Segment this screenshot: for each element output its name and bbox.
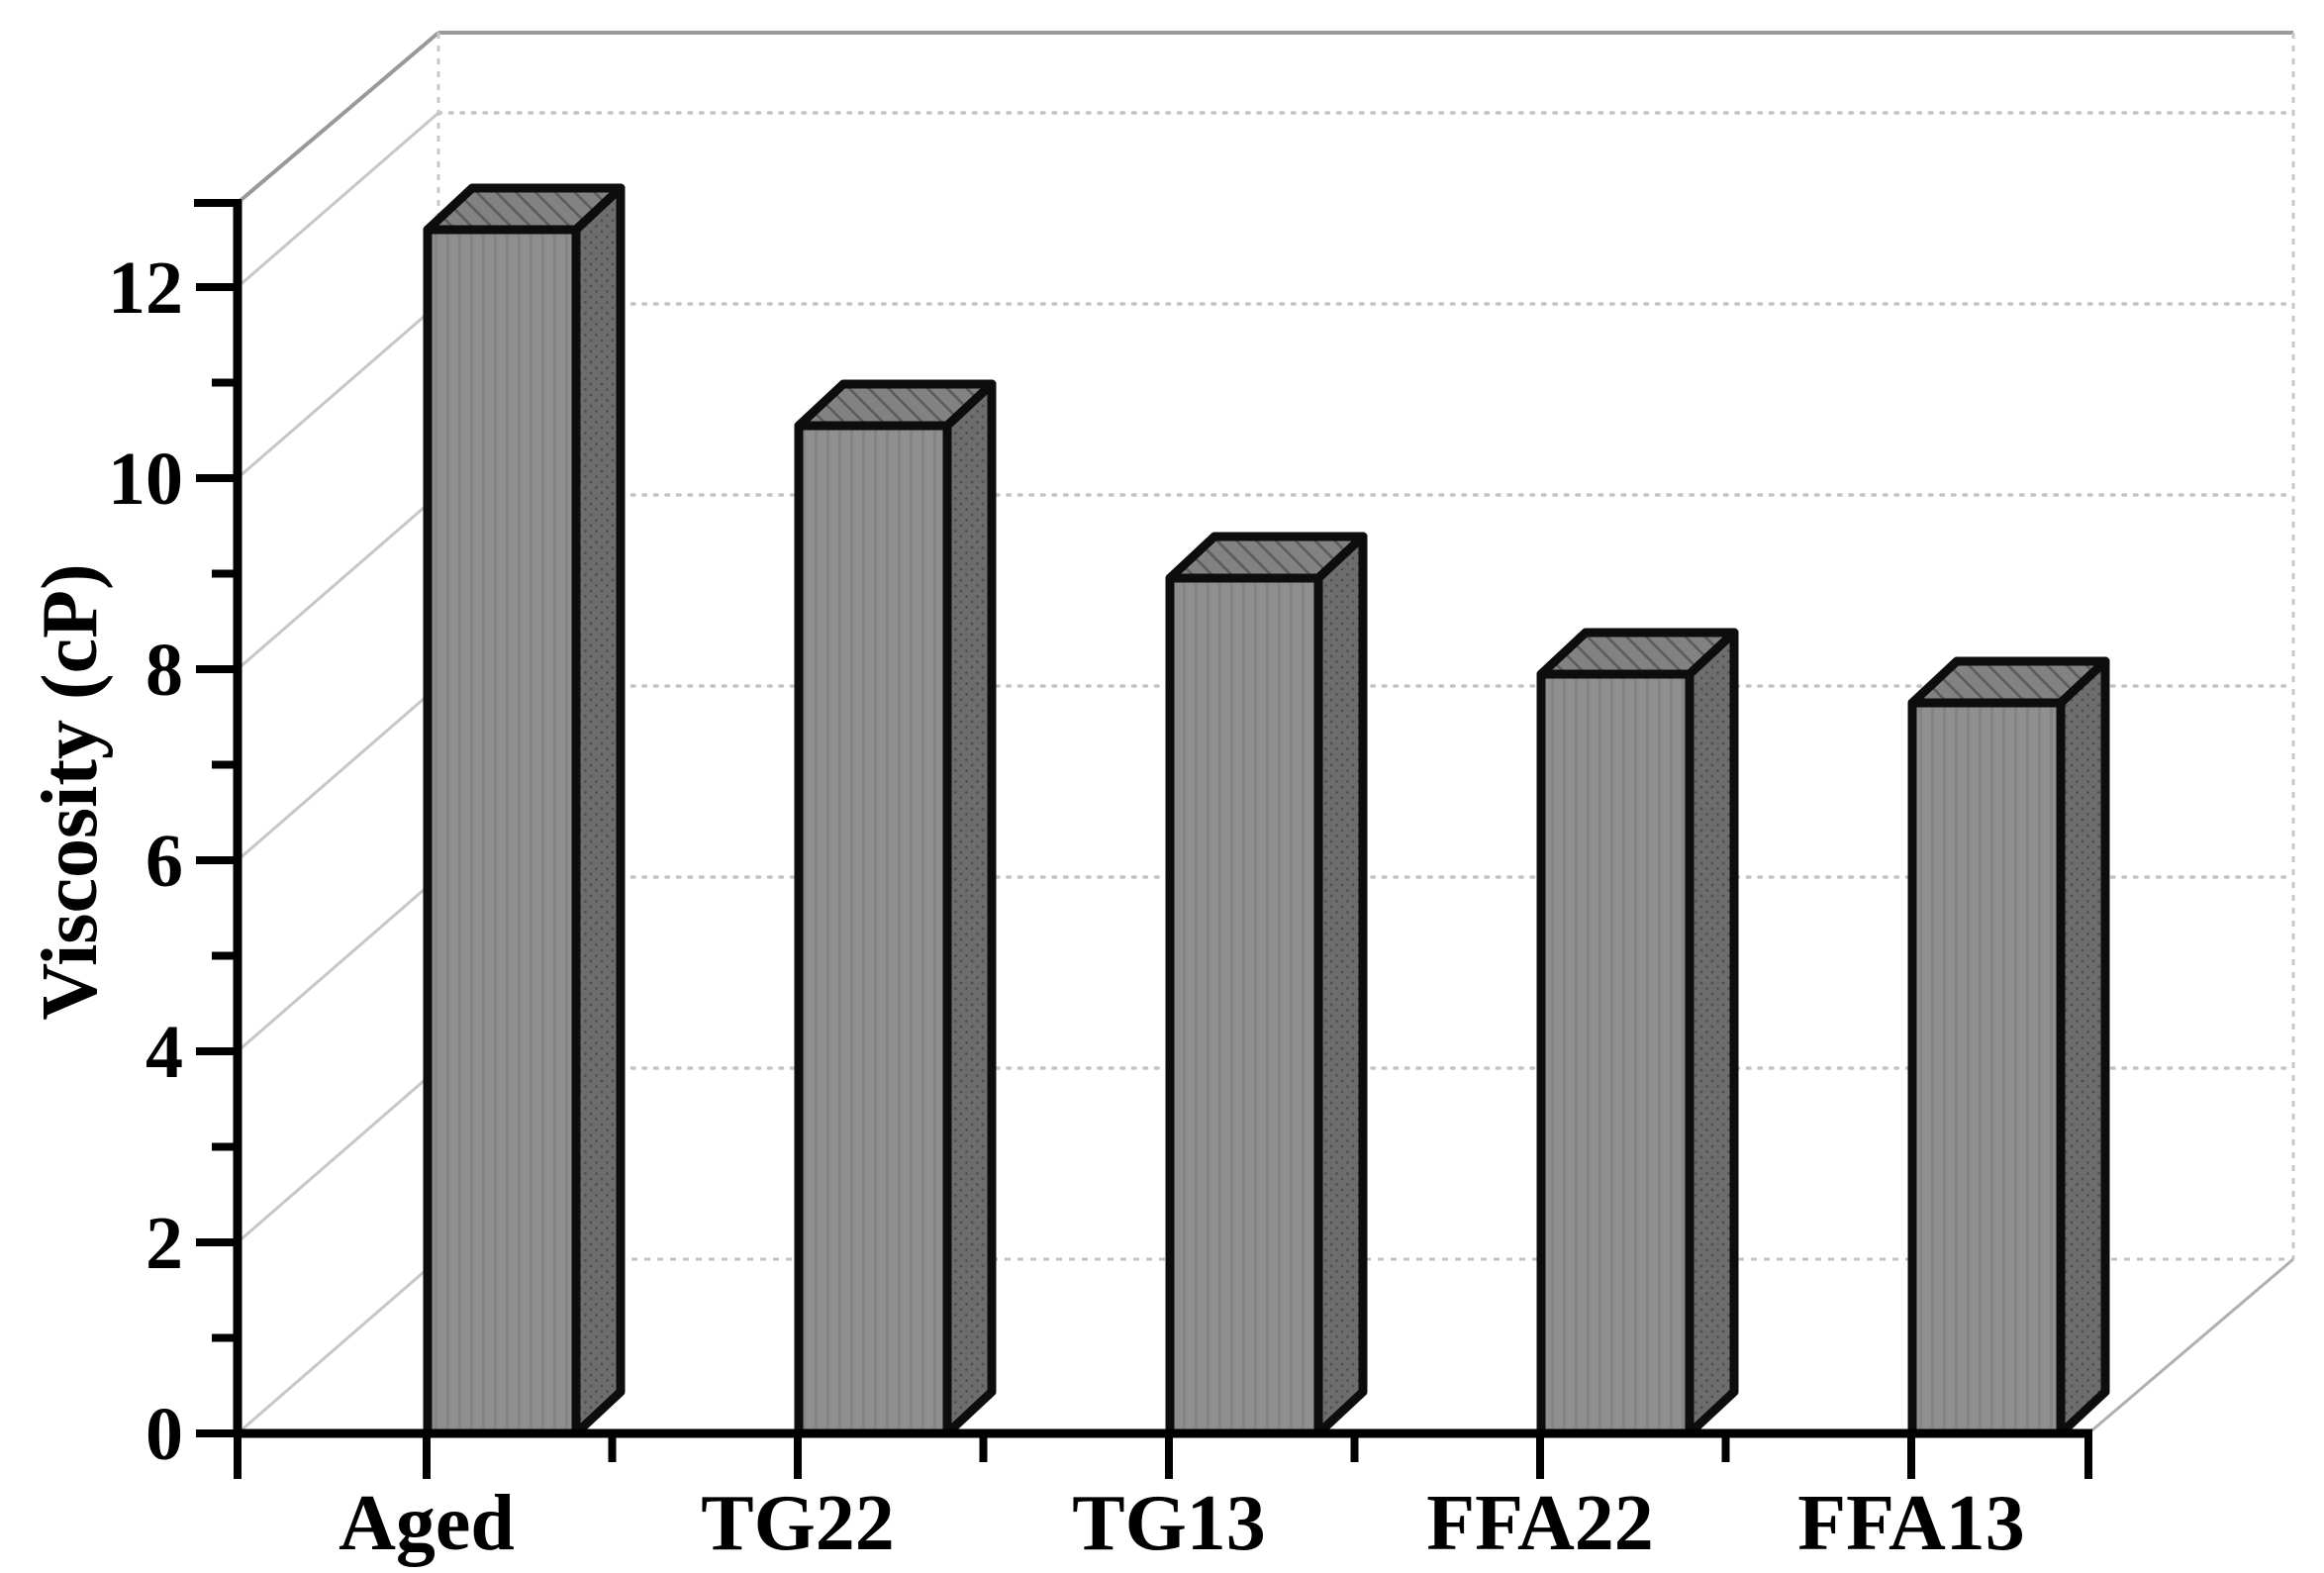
bar-side-face: [942, 379, 997, 1438]
x-category-label-Aged: Aged: [339, 1480, 515, 1567]
frame-top-left-diagonal: [236, 31, 440, 205]
bar-side-face: [1313, 532, 1368, 1438]
bar-front-face: [423, 225, 581, 1438]
x-category-label-FFA13: FFA13: [1797, 1480, 2025, 1567]
bar-TG13: [1165, 532, 1368, 1438]
floor-right-diagonal: [2087, 1257, 2294, 1435]
bar-front-face: [794, 421, 952, 1438]
axes-layer: [194, 199, 2092, 1479]
y-tick-label-12: 12: [108, 246, 183, 330]
bar-front-face: [1165, 573, 1323, 1438]
bar-side-face: [571, 183, 626, 1438]
left-wall-gridline-6: [237, 684, 439, 862]
y-tick-label-4: 4: [145, 1011, 183, 1094]
labels-layer: 0 2 4 6 8 10 12 Aged TG22 TG13 FFA22 FFA13: [108, 246, 2025, 1567]
bar-TG22: [794, 379, 997, 1438]
left-wall-gridline-12: [237, 111, 439, 289]
bar-Aged: [423, 183, 626, 1438]
y-tick-label-2: 2: [145, 1202, 183, 1285]
left-wall-gridline-0: [237, 1257, 439, 1435]
bar-FFA13: [1907, 656, 2110, 1438]
x-category-label-TG22: TG22: [701, 1480, 895, 1567]
bar-FFA22: [1536, 628, 1739, 1438]
x-category-label-TG13: TG13: [1072, 1480, 1266, 1567]
bars-layer: [423, 183, 2110, 1438]
y-tick-label-10: 10: [108, 438, 183, 521]
left-wall-gridline-4: [237, 875, 439, 1053]
left-wall-gridline-2: [237, 1066, 439, 1244]
y-axis-title: Viscosity (cP): [27, 563, 114, 1020]
bar-front-face: [1907, 698, 2066, 1438]
y-tick-label-8: 8: [145, 629, 183, 712]
y-tick-label-6: 6: [145, 820, 183, 903]
left-wall-gridline-10: [237, 302, 439, 480]
y-tick-label-0: 0: [145, 1393, 183, 1476]
x-category-label-FFA22: FFA22: [1426, 1480, 1654, 1567]
bar-front-face: [1536, 669, 1695, 1438]
left-wall-gridline-8: [237, 493, 439, 671]
bar-side-face: [2056, 656, 2110, 1438]
bar-side-face: [1685, 628, 1739, 1438]
